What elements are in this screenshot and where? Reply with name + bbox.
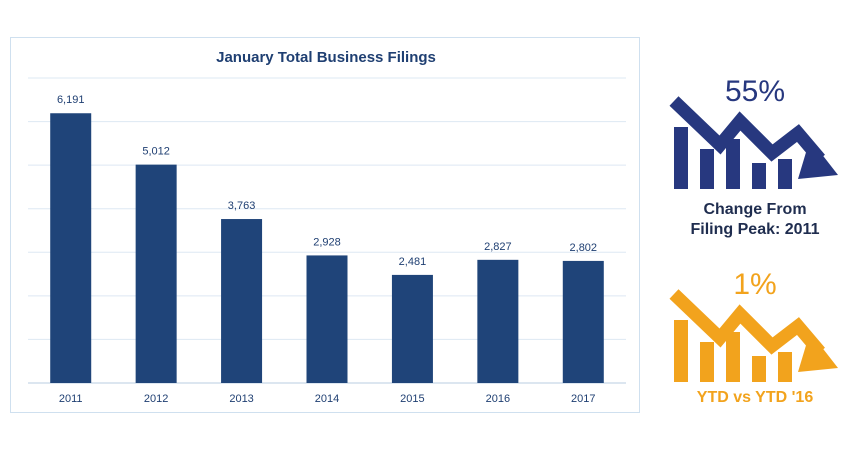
peak-change-percent: 55% [724,75,786,108]
x-tick-label-2014: 2014 [315,393,339,405]
ytd-change-stat: 1% YTD vs YTD '16 [660,268,850,413]
chart-title: January Total Business Filings [216,49,436,66]
bar-2016 [477,259,519,383]
icon-bar [752,356,766,382]
bar-2014 [306,255,348,383]
arrowhead [798,332,838,372]
bar-chart: January Total Business Filings 6,191 5,01… [28,49,626,405]
bar-2012 [135,164,177,383]
icon-bar [700,149,714,189]
arrow-shaft [669,96,825,164]
peak-change-stat: 55% Change From Filing Peak: 2011 [660,75,850,245]
data-label-2011: 6,191 [57,94,85,106]
peak-change-caption-line1: Change From [703,201,807,218]
data-label-2017: 2,802 [570,242,598,254]
x-tick-label-2011: 2011 [59,393,83,405]
icon-bar [700,342,714,382]
icon-bar [674,320,688,382]
data-label-2013: 3,763 [228,200,256,212]
data-label-2015: 2,481 [399,256,427,268]
icon-bar [674,127,688,189]
icon-bar [778,159,792,189]
data-labels: 6,191 5,012 3,763 2,928 2,481 2,827 2,802 [57,94,597,268]
x-tick-label-2012: 2012 [144,393,168,405]
icon-bar [752,163,766,189]
bar-2017 [562,260,604,383]
arrow-shaft [669,289,825,357]
bar-chart-panel: January Total Business Filings 6,191 5,01… [10,37,640,413]
bar-2013 [221,219,263,383]
bar-2011 [50,113,92,384]
bar-2015 [391,274,433,383]
data-label-2016: 2,827 [484,241,512,253]
ytd-change-caption: YTD vs YTD '16 [696,389,814,406]
declining-bars-arrow-icon [669,289,838,382]
icon-bar [778,352,792,382]
declining-bars-arrow-icon [669,96,838,189]
data-label-2014: 2,928 [313,236,341,248]
ytd-change-percent: 1% [733,268,777,301]
bars [50,113,604,384]
peak-change-caption-line2: Filing Peak: 2011 [690,221,820,238]
x-axis-ticks: 2011 2012 2013 2014 2015 2016 2017 [59,393,596,405]
arrowhead [798,139,838,179]
gridlines [28,77,626,384]
data-label-2012: 5,012 [142,146,170,158]
x-tick-label-2017: 2017 [571,393,595,405]
x-tick-label-2013: 2013 [229,393,253,405]
icon-bar [726,332,740,382]
x-tick-label-2015: 2015 [400,393,424,405]
icon-bar [726,139,740,189]
x-tick-label-2016: 2016 [486,393,510,405]
